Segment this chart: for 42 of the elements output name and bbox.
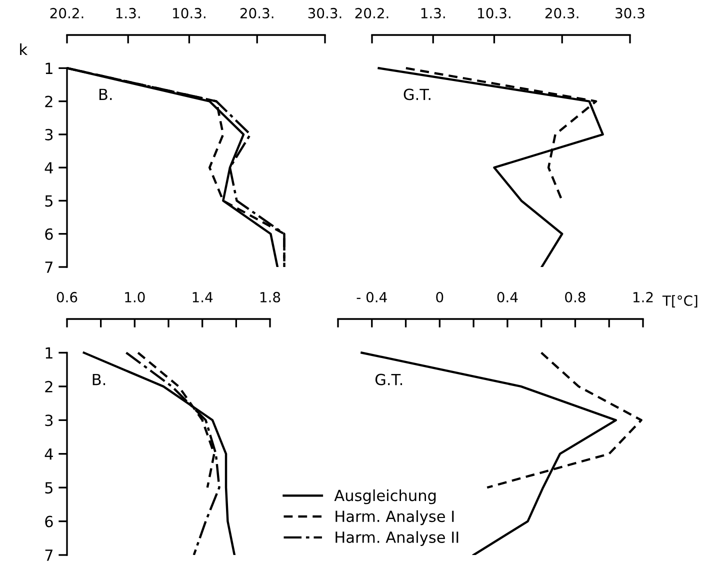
y-tick-label: 1: [46, 347, 52, 359]
x-tick-label: 0.8: [565, 292, 586, 302]
x-tick-label: 20.2.: [50, 8, 84, 18]
x-tick-label: 0.6: [56, 292, 78, 302]
x-tick-label: - 0.4: [356, 292, 387, 302]
y-tick-label: 3: [45, 414, 53, 426]
x-tick-label: 1.2: [633, 292, 653, 302]
x-axis-title: T[°C]: [662, 295, 698, 308]
y-tick-label: 4: [44, 162, 53, 174]
y-tick-label: 2: [45, 380, 52, 392]
y-tick-label: 4: [44, 448, 53, 460]
y-tick-label: 7: [45, 550, 52, 561]
y-tick-label: 5: [45, 482, 52, 494]
y-tick-label: 6: [45, 228, 53, 240]
annotation: G.T.: [375, 374, 402, 386]
x-tick-label: 1.0: [125, 292, 145, 302]
annotation: B.: [99, 88, 112, 100]
y-tick-label: 6: [45, 516, 53, 528]
x-tick-label: 1.8: [260, 292, 280, 302]
y-tick-label: 1: [46, 62, 52, 74]
annotation: B.: [92, 374, 106, 386]
x-tick-label: 0: [436, 292, 444, 302]
legend-label: Harm. Analyse I: [336, 510, 454, 526]
x-tick-label: 10.3.: [478, 8, 510, 18]
legend-label: Ausgleichung: [334, 489, 436, 504]
x-tick-label: 1.3.: [116, 8, 140, 18]
x-tick-label: 1.4: [192, 292, 213, 302]
legend-label: Harm. Analyse II: [336, 531, 458, 546]
x-tick-label: 30.3: [616, 8, 644, 18]
annotation: G.T.: [404, 88, 430, 100]
x-tick-label: 20.3.: [240, 8, 274, 18]
y-tick-label: 7: [45, 262, 52, 273]
x-tick-label: 1.3.: [421, 8, 445, 18]
x-tick-label: 30.3.: [308, 8, 342, 18]
y-tick-label: 3: [45, 128, 53, 140]
y-tick-label: 2: [45, 96, 52, 108]
x-tick-label: 0.4: [497, 292, 518, 302]
y-tick-label: 5: [45, 195, 52, 207]
y-axis-title: k: [20, 43, 28, 56]
x-tick-label: 20.2.: [355, 8, 388, 18]
x-tick-label: 20.3.: [545, 8, 578, 18]
x-tick-label: 10.3.: [173, 8, 206, 18]
